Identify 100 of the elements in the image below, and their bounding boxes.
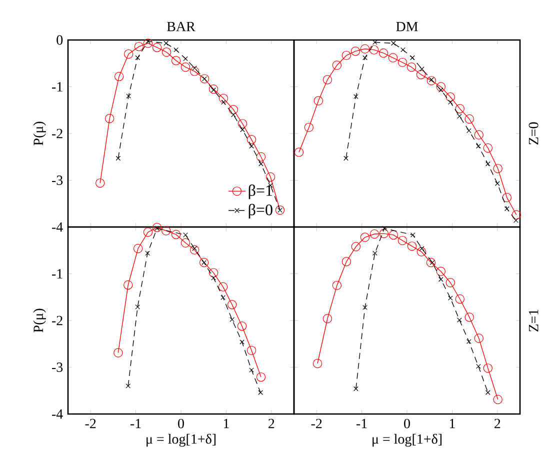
- point: [370, 229, 380, 239]
- point: [446, 92, 455, 102]
- point: [448, 100, 453, 105]
- point: [104, 114, 114, 124]
- y-tick-label: 0: [56, 35, 63, 45]
- point: [133, 244, 143, 254]
- point: [152, 42, 162, 52]
- point: [419, 246, 424, 251]
- point: [208, 268, 218, 278]
- x-tick-label: 0: [178, 418, 184, 428]
- point: [464, 114, 474, 124]
- x-tick-label: 2: [494, 418, 500, 428]
- point: [237, 322, 247, 331]
- point: [446, 278, 455, 288]
- point: [483, 364, 493, 373]
- point: [360, 44, 370, 54]
- y-tick-label: -1: [52, 269, 62, 278]
- point: [362, 55, 368, 60]
- point: [406, 62, 416, 72]
- point: [426, 76, 436, 86]
- x-tick-label: 2: [268, 418, 274, 428]
- point: [304, 122, 314, 132]
- point: [372, 250, 378, 256]
- point: [183, 56, 188, 62]
- point: [258, 390, 263, 395]
- point: [455, 294, 464, 304]
- point: [342, 50, 352, 60]
- y-tick-label: -4: [52, 409, 63, 419]
- point: [256, 152, 266, 162]
- point: [95, 178, 105, 188]
- point: [240, 127, 245, 132]
- y-tick-label: -2: [52, 316, 62, 326]
- point: [143, 228, 153, 237]
- point: [388, 230, 398, 240]
- legend-label: β=1: [248, 184, 272, 200]
- point: [332, 280, 342, 290]
- point: [369, 45, 379, 54]
- point: [190, 245, 200, 255]
- point: [360, 232, 370, 242]
- point: [362, 304, 368, 310]
- point: [249, 368, 254, 372]
- point: [240, 340, 244, 344]
- point: [114, 72, 124, 82]
- point: [410, 232, 416, 238]
- point: [332, 60, 342, 70]
- x-tick-label: 1: [450, 418, 455, 428]
- legend-label: β=0: [248, 204, 272, 219]
- point: [161, 226, 171, 236]
- x-tick-label: 0: [404, 418, 410, 428]
- point: [416, 70, 426, 80]
- point: [135, 55, 140, 60]
- point: [474, 334, 484, 343]
- point: [145, 250, 150, 256]
- point: [378, 48, 388, 58]
- point: [322, 314, 332, 324]
- point: [494, 181, 500, 186]
- point: [171, 56, 181, 66]
- point: [314, 96, 324, 106]
- point: [410, 55, 415, 60]
- point: [126, 384, 131, 388]
- point: [476, 144, 481, 149]
- point: [379, 228, 389, 238]
- point: [400, 47, 406, 52]
- point: [350, 46, 360, 56]
- point: [190, 66, 200, 76]
- point: [218, 94, 228, 104]
- x-tick-label: 1: [224, 418, 229, 428]
- chart-title: BAR: [167, 22, 196, 32]
- point: [354, 94, 358, 99]
- point: [504, 206, 510, 212]
- point: [502, 192, 512, 202]
- y2-axis-title: Z=1: [528, 310, 538, 332]
- point: [143, 38, 153, 48]
- point: [388, 53, 398, 62]
- point: [228, 105, 238, 114]
- y-tick-label: -3: [52, 362, 63, 372]
- point: [407, 242, 417, 251]
- x-axis-title: μ = log[1+δ]: [372, 434, 442, 447]
- point: [258, 161, 264, 166]
- point: [238, 119, 248, 128]
- point: [416, 247, 426, 256]
- point: [426, 258, 436, 268]
- point: [218, 282, 228, 292]
- point: [275, 206, 285, 215]
- point: [266, 172, 276, 182]
- x-tick-label: -1: [356, 418, 367, 428]
- point: [419, 66, 424, 72]
- point: [476, 364, 481, 369]
- point: [438, 276, 444, 282]
- point: [152, 222, 162, 232]
- point: [126, 94, 131, 99]
- point: [162, 48, 172, 57]
- x-axis-title: μ = log[1+δ]: [146, 434, 216, 447]
- y-tick-label: -3: [52, 176, 63, 185]
- point: [485, 390, 490, 395]
- point: [474, 130, 484, 140]
- y-axis-title: P(μ): [33, 122, 46, 146]
- point: [493, 394, 502, 404]
- point: [199, 258, 209, 268]
- point: [436, 82, 446, 92]
